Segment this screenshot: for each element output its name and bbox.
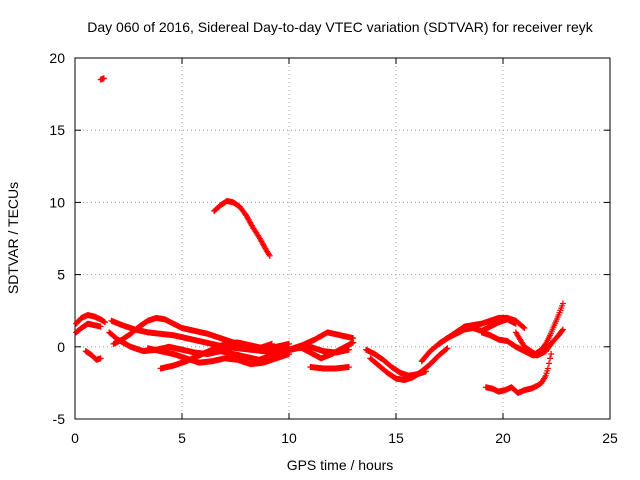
- data-point-marks: [482, 351, 555, 397]
- series-arc-12: [211, 197, 273, 259]
- series-arc-2: [73, 320, 104, 336]
- series-arc-9: [157, 339, 292, 372]
- series-arc-16: [435, 314, 528, 347]
- series-arc-6: [106, 329, 352, 363]
- data-point-marks: [435, 314, 528, 347]
- data-point-marks: [157, 339, 292, 372]
- data-point-marks: [367, 345, 451, 384]
- y-tick-label: 15: [49, 122, 65, 138]
- series-arc-20: [482, 351, 555, 397]
- series-arc-4: [97, 75, 107, 83]
- data-point-marks: [73, 320, 104, 336]
- series-arc-11: [307, 364, 352, 372]
- data-point-marks: [97, 75, 107, 83]
- data-point-marks: [73, 312, 108, 327]
- data-point-marks: [525, 300, 566, 358]
- series-arc-1: [73, 312, 108, 327]
- y-tick-label: 0: [57, 339, 65, 355]
- x-tick-label: 20: [495, 430, 511, 446]
- data-point-marks: [296, 339, 357, 362]
- y-axis-label: SDTVAR / TECUs: [5, 182, 21, 294]
- series-arc-3: [82, 348, 104, 363]
- series-arc-8: [144, 345, 292, 368]
- x-tick-label: 15: [388, 430, 404, 446]
- series-arc-19: [525, 300, 566, 358]
- chart-title: Day 060 of 2016, Sidereal Day-to-day VTE…: [87, 19, 593, 35]
- x-tick-label: 5: [178, 430, 186, 446]
- data-point-marks: [211, 197, 273, 259]
- data-point-marks: [106, 329, 352, 363]
- y-tick-label: 5: [57, 267, 65, 283]
- x-tick-label: 0: [71, 430, 79, 446]
- series-arc-14: [367, 345, 451, 384]
- x-tick-label: 10: [281, 430, 297, 446]
- data-point-marks: [82, 348, 104, 363]
- data-point-marks: [307, 364, 352, 372]
- y-tick-label: -5: [53, 411, 66, 427]
- series-arc-10: [296, 339, 357, 362]
- y-tick-label: 20: [49, 50, 65, 66]
- x-axis-label: GPS time / hours: [287, 457, 394, 473]
- plot-frame: [74, 57, 611, 420]
- y-tick-label: 10: [49, 194, 65, 210]
- x-tick-label: 25: [602, 430, 618, 446]
- data-point-marks: [144, 345, 292, 368]
